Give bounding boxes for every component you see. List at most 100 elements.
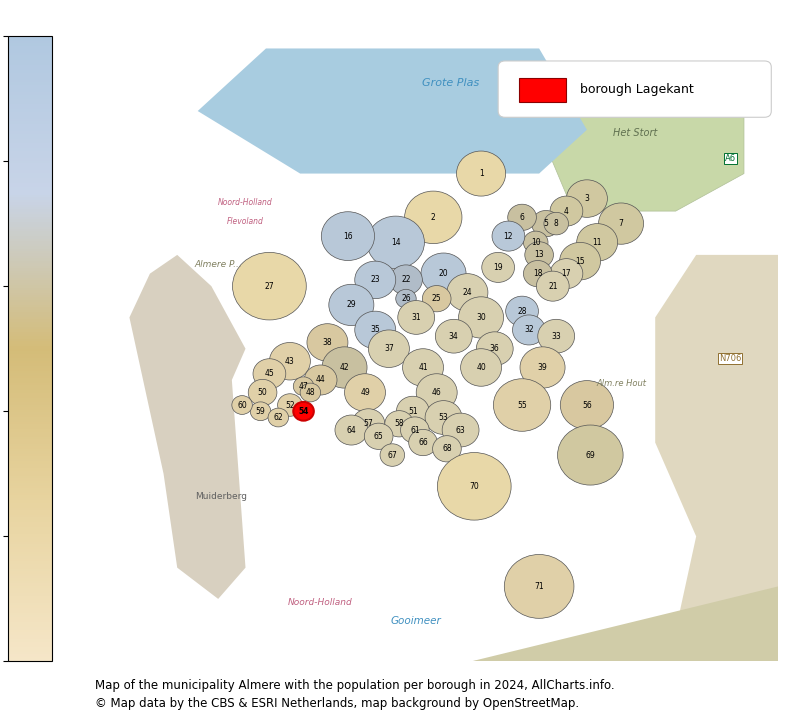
Circle shape xyxy=(492,221,525,251)
Circle shape xyxy=(435,319,472,353)
Circle shape xyxy=(307,324,348,361)
Bar xyxy=(518,78,566,101)
Text: Gooimeer: Gooimeer xyxy=(391,616,441,626)
Circle shape xyxy=(523,231,548,254)
Circle shape xyxy=(538,319,575,353)
Circle shape xyxy=(457,151,506,196)
Circle shape xyxy=(396,396,430,426)
Text: 61: 61 xyxy=(410,426,420,434)
Text: 68: 68 xyxy=(442,444,452,453)
Text: 44: 44 xyxy=(316,375,326,385)
Circle shape xyxy=(447,274,488,311)
Text: A6: A6 xyxy=(725,154,736,163)
Text: 42: 42 xyxy=(340,363,349,372)
Text: Alm.re Hout: Alm.re Hout xyxy=(596,379,646,388)
Text: 32: 32 xyxy=(524,326,534,334)
Polygon shape xyxy=(655,255,778,630)
Text: 36: 36 xyxy=(490,344,499,353)
Polygon shape xyxy=(129,255,245,599)
Text: 18: 18 xyxy=(533,269,542,278)
Circle shape xyxy=(459,297,503,338)
Text: Almere P...: Almere P... xyxy=(195,260,242,270)
Text: 20: 20 xyxy=(439,269,449,278)
Circle shape xyxy=(322,347,367,388)
Circle shape xyxy=(599,203,644,244)
Circle shape xyxy=(293,402,314,421)
Text: 29: 29 xyxy=(346,301,357,309)
Circle shape xyxy=(293,377,314,395)
Text: Muiderberg: Muiderberg xyxy=(195,492,248,501)
Text: Het Stort: Het Stort xyxy=(612,128,657,138)
Circle shape xyxy=(566,180,607,217)
Circle shape xyxy=(550,259,583,288)
Text: 37: 37 xyxy=(384,344,394,353)
Circle shape xyxy=(395,289,416,308)
Text: 65: 65 xyxy=(374,432,384,441)
Text: 28: 28 xyxy=(518,307,526,316)
Circle shape xyxy=(461,349,502,386)
Circle shape xyxy=(421,253,466,294)
Text: 22: 22 xyxy=(401,275,410,285)
Circle shape xyxy=(304,365,337,395)
Text: 34: 34 xyxy=(449,331,459,341)
Circle shape xyxy=(560,242,600,280)
Circle shape xyxy=(422,285,451,312)
Text: 8: 8 xyxy=(554,219,558,228)
Circle shape xyxy=(329,284,374,326)
Circle shape xyxy=(380,444,405,467)
Text: Flevoland: Flevoland xyxy=(227,216,264,226)
Circle shape xyxy=(437,452,511,520)
Circle shape xyxy=(355,311,395,349)
Circle shape xyxy=(409,429,437,456)
Circle shape xyxy=(506,296,538,326)
Circle shape xyxy=(512,315,545,345)
Text: 17: 17 xyxy=(561,269,571,278)
Circle shape xyxy=(507,204,537,231)
Text: 39: 39 xyxy=(538,363,547,372)
Text: 31: 31 xyxy=(411,313,421,322)
Text: 10: 10 xyxy=(531,238,541,247)
Text: 13: 13 xyxy=(534,250,544,260)
Text: 62: 62 xyxy=(273,413,283,422)
Text: 49: 49 xyxy=(360,388,370,397)
Circle shape xyxy=(269,342,310,380)
Circle shape xyxy=(400,417,430,443)
Circle shape xyxy=(493,379,551,431)
Polygon shape xyxy=(539,68,744,211)
Text: 60: 60 xyxy=(237,400,247,410)
Polygon shape xyxy=(198,48,587,173)
Circle shape xyxy=(268,408,288,427)
Circle shape xyxy=(233,252,306,320)
Circle shape xyxy=(335,415,368,445)
Text: 35: 35 xyxy=(370,326,380,334)
Text: 7: 7 xyxy=(619,219,623,228)
Text: 3: 3 xyxy=(584,194,589,203)
Circle shape xyxy=(532,211,561,237)
Circle shape xyxy=(232,395,252,414)
Circle shape xyxy=(416,374,457,411)
Text: 12: 12 xyxy=(503,232,513,241)
Circle shape xyxy=(504,554,574,618)
Text: 46: 46 xyxy=(432,388,441,397)
Text: 2: 2 xyxy=(431,213,436,222)
Text: 14: 14 xyxy=(391,238,400,247)
Text: 21: 21 xyxy=(548,282,557,290)
Circle shape xyxy=(278,394,303,416)
Circle shape xyxy=(550,196,583,226)
Circle shape xyxy=(557,425,623,485)
Text: 26: 26 xyxy=(401,294,410,303)
Circle shape xyxy=(367,216,425,269)
Text: 19: 19 xyxy=(493,263,503,272)
Text: 57: 57 xyxy=(364,419,373,429)
Circle shape xyxy=(364,423,393,449)
Text: 33: 33 xyxy=(551,331,561,341)
Text: 25: 25 xyxy=(432,294,441,303)
Text: 63: 63 xyxy=(456,426,465,434)
Circle shape xyxy=(390,265,422,295)
Text: Noord-Holland: Noord-Holland xyxy=(288,598,353,607)
Text: 1: 1 xyxy=(479,169,484,178)
Text: 45: 45 xyxy=(264,370,274,378)
Text: 50: 50 xyxy=(258,388,268,397)
Text: borough Lagekant: borough Lagekant xyxy=(580,83,694,96)
Circle shape xyxy=(476,332,513,365)
